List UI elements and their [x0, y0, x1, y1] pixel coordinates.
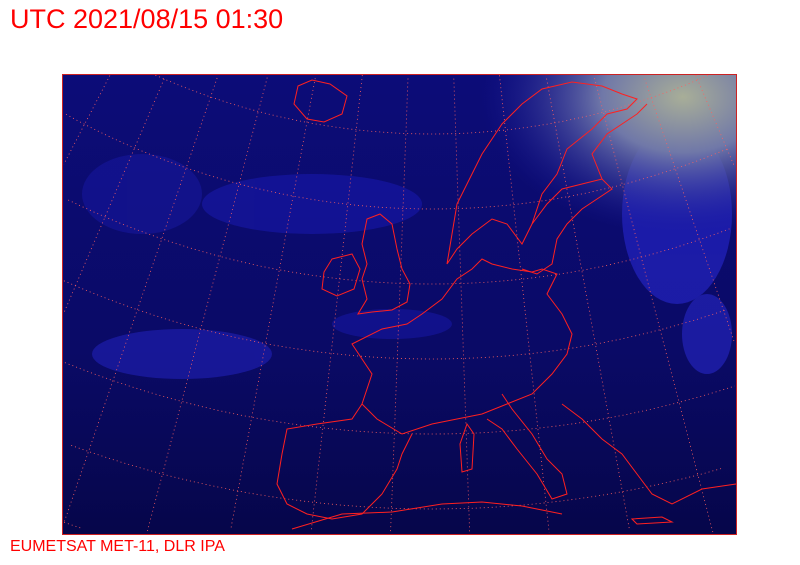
coast-continent — [351, 258, 573, 435]
graticule — [63, 74, 736, 534]
latitude-line — [68, 199, 730, 285]
longitude-line — [63, 78, 165, 314]
longitude-line — [310, 75, 363, 533]
map-frame — [62, 74, 737, 535]
latitude-line — [71, 445, 723, 510]
longitude-line — [63, 75, 111, 165]
coast-baltic — [521, 178, 613, 275]
coast-north-africa — [291, 501, 563, 530]
coast-finland — [591, 103, 648, 180]
coast-balkans — [561, 403, 737, 505]
coast-italy — [486, 393, 568, 500]
data-source-credit: EUMETSAT MET-11, DLR IPA — [10, 538, 225, 555]
longitude-line — [499, 75, 550, 533]
coast-crete — [630, 516, 674, 525]
latitude-line — [155, 74, 709, 135]
longitude-line — [546, 78, 631, 532]
cold-cloud-top — [62, 74, 737, 535]
coast-iberia — [276, 403, 413, 520]
coast-scandinavia — [446, 81, 638, 265]
timestamp-title: UTC 2021/08/15 01:30 — [10, 4, 284, 34]
coastlines — [276, 79, 737, 530]
coast-iceland — [293, 79, 348, 123]
coast-corsica-sardinia — [459, 422, 475, 473]
longitude-line — [230, 78, 316, 531]
coast-great-britain — [357, 213, 411, 315]
coast-ireland — [321, 253, 361, 297]
satellite-map — [62, 74, 737, 535]
longitude-line — [695, 75, 736, 168]
latitude-line — [63, 522, 83, 530]
